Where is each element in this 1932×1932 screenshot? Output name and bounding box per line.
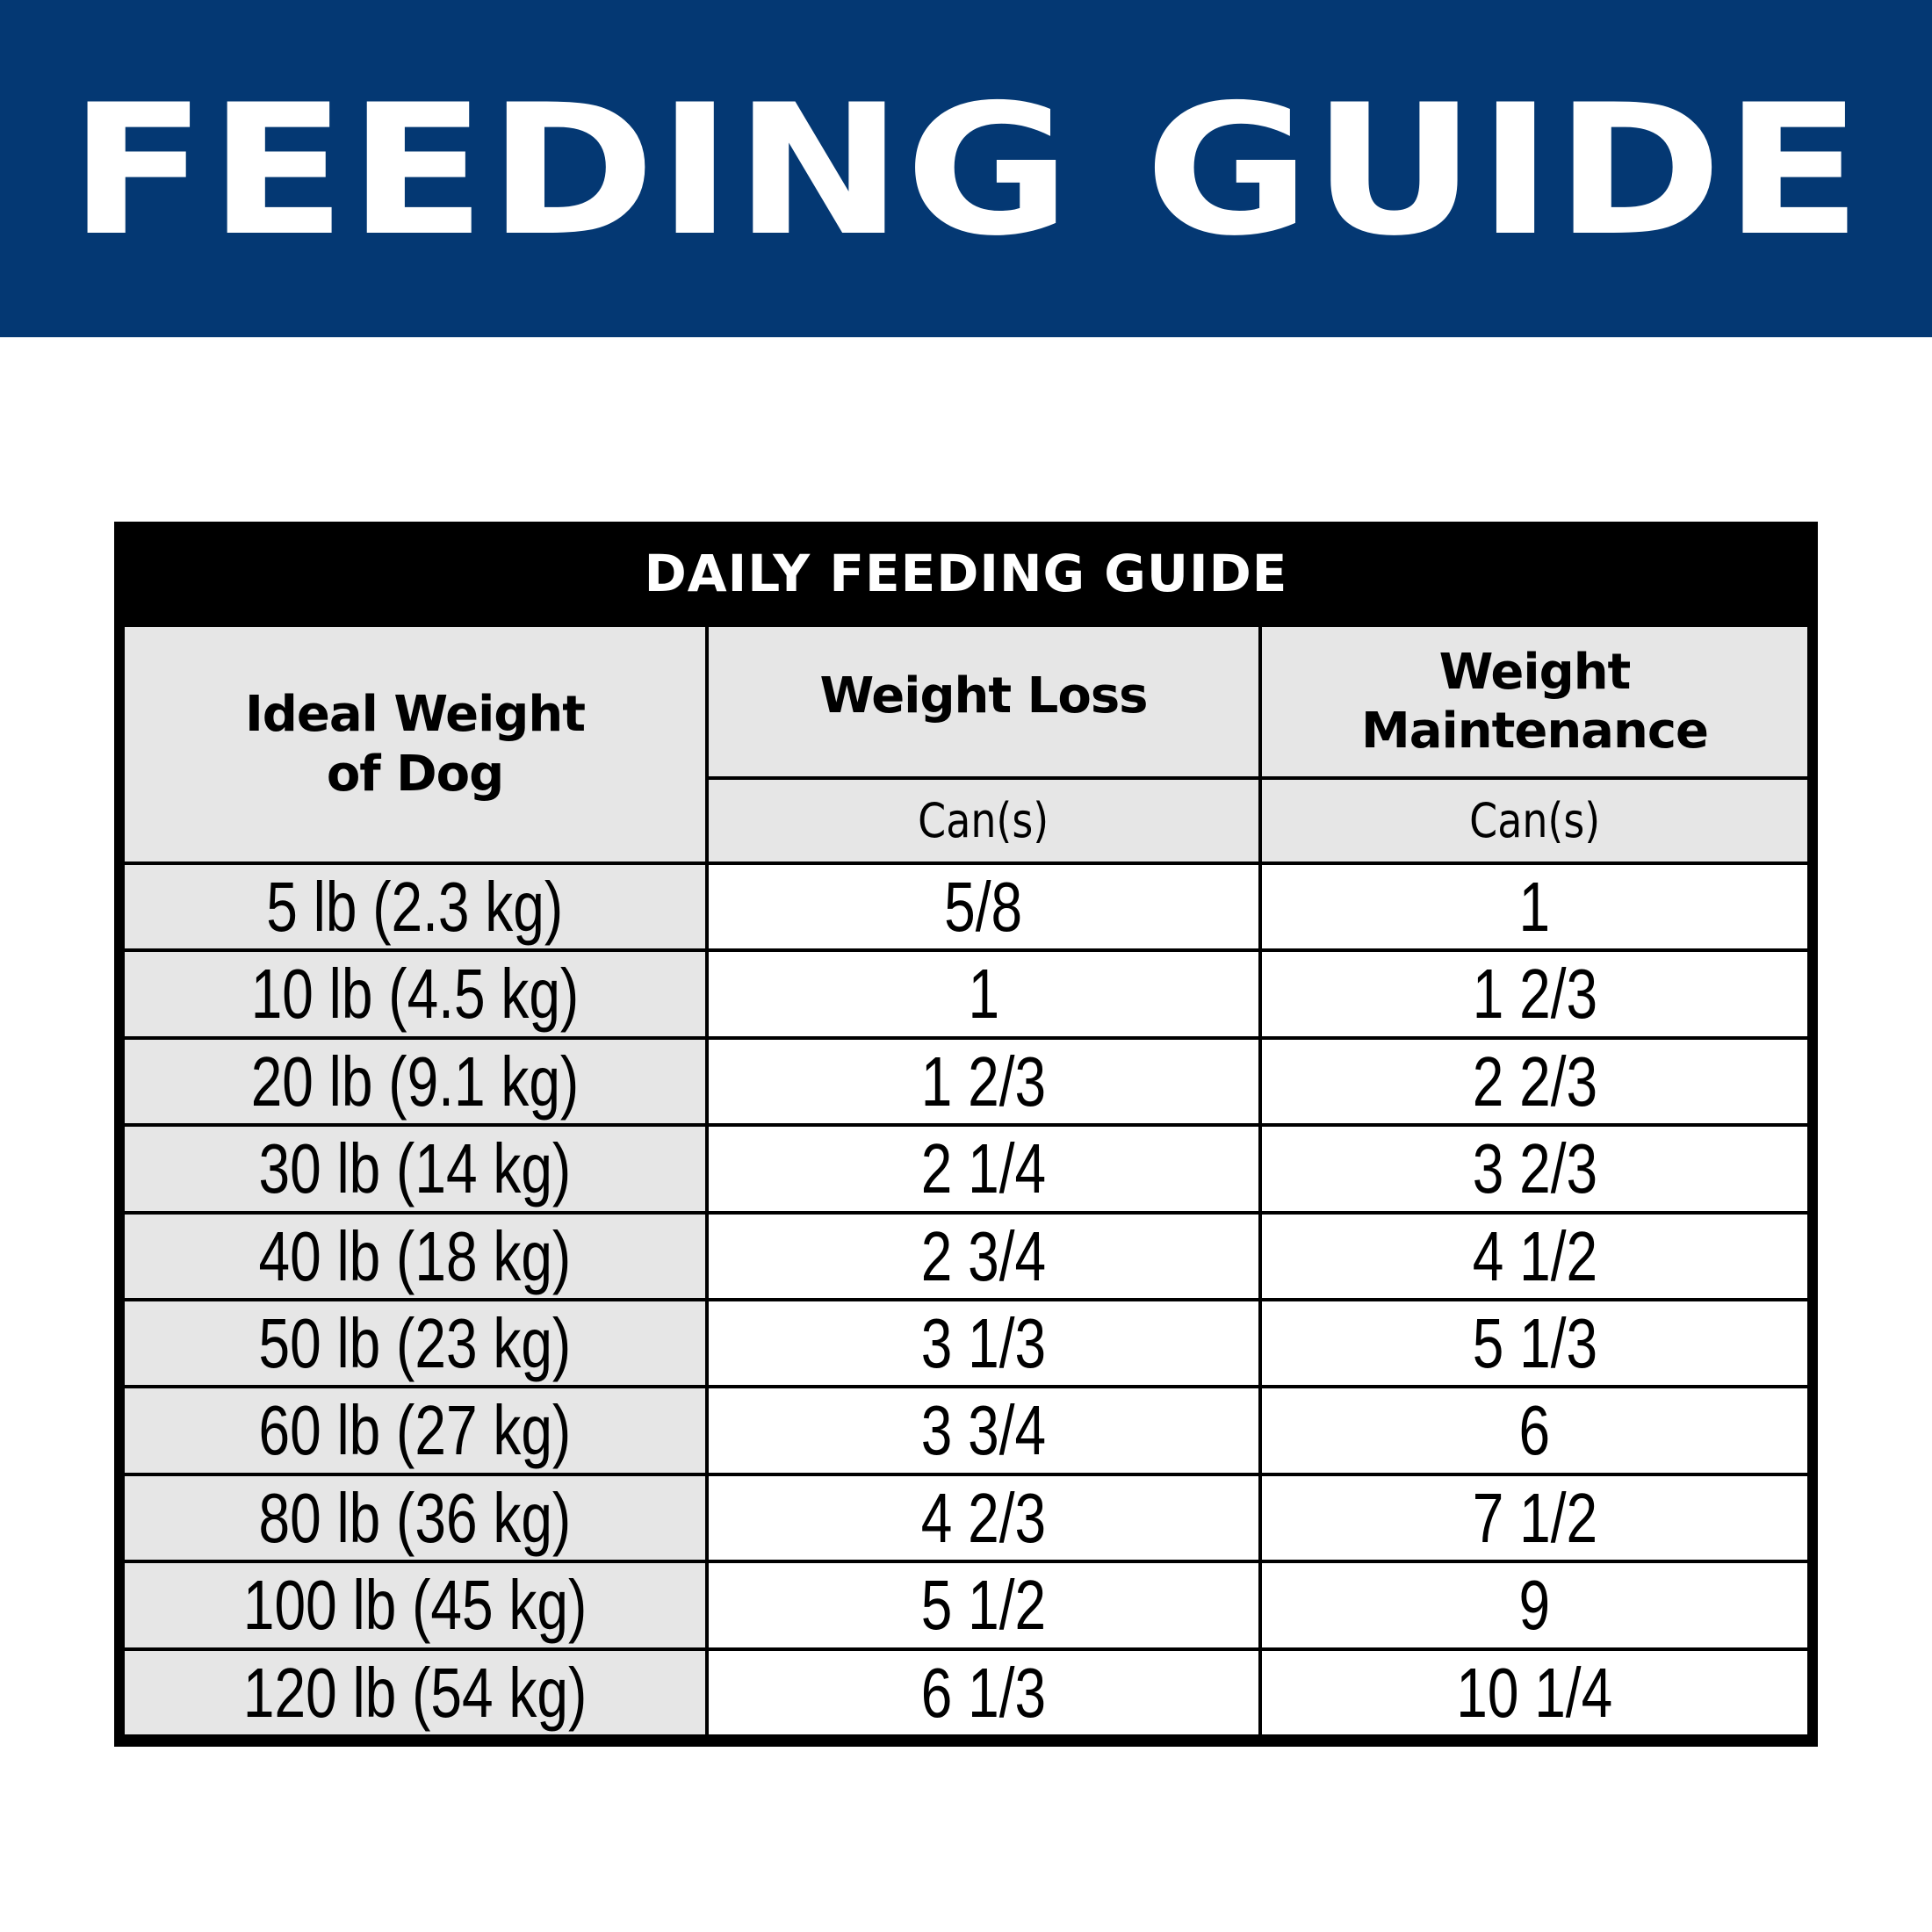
weight-cell-value: 40 lb (18 kg) bbox=[258, 1216, 572, 1295]
weight-cell-value: 60 lb (27 kg) bbox=[258, 1391, 572, 1469]
weight-loss-cell-value: 5/8 bbox=[944, 867, 1023, 946]
weight-loss-cell-value: 2 1/4 bbox=[920, 1129, 1047, 1208]
daily-feeding-table: DAILY FEEDING GUIDE Ideal Weight of Dog … bbox=[114, 522, 1818, 1747]
weight-loss-cell-value: 3 1/3 bbox=[920, 1303, 1047, 1382]
weight-cell-value: 50 lb (23 kg) bbox=[258, 1303, 572, 1382]
weight-cell-value: 30 lb (14 kg) bbox=[258, 1129, 572, 1208]
weight-loss-cell-value: 1 2/3 bbox=[920, 1042, 1047, 1121]
weight-cell-value: 100 lb (45 kg) bbox=[242, 1566, 588, 1644]
weight-maintenance-cell: 7 1/2 bbox=[1262, 1476, 1807, 1560]
weight-cell: 10 lb (4.5 kg) bbox=[125, 952, 705, 1036]
weight-maintenance-cell: 4 1/2 bbox=[1262, 1215, 1807, 1298]
weight-maintenance-cell: 9 bbox=[1262, 1563, 1807, 1647]
weight-maintenance-cell-value: 7 1/2 bbox=[1472, 1478, 1597, 1557]
weight-cell-value: 80 lb (36 kg) bbox=[258, 1478, 572, 1557]
weight-maintenance-cell-value: 9 bbox=[1518, 1566, 1551, 1644]
weight-loss-cell-value: 1 bbox=[968, 955, 999, 1033]
header-ideal-weight-line1: Ideal Weight bbox=[244, 686, 586, 744]
weight-loss-cell: 2 1/4 bbox=[709, 1127, 1258, 1211]
weight-maintenance-cell: 2 2/3 bbox=[1262, 1040, 1807, 1123]
weight-maintenance-cell-value: 6 bbox=[1518, 1391, 1551, 1469]
weight-loss-cell-value: 3 3/4 bbox=[920, 1391, 1047, 1469]
weight-loss-cell: 3 1/3 bbox=[709, 1301, 1258, 1385]
weight-maintenance-cell: 1 2/3 bbox=[1262, 952, 1807, 1036]
weight-cell: 5 lb (2.3 kg) bbox=[125, 865, 705, 948]
header-maintenance-unit: Can(s) bbox=[1262, 780, 1807, 861]
weight-maintenance-cell-value: 1 bbox=[1518, 867, 1551, 946]
weight-maintenance-cell: 10 1/4 bbox=[1262, 1651, 1807, 1734]
weight-cell: 120 lb (54 kg) bbox=[125, 1651, 705, 1734]
header-weight-maintenance: Weight Maintenance bbox=[1262, 627, 1807, 776]
header-ideal-weight-line2: of Dog bbox=[326, 745, 504, 803]
weight-cell: 80 lb (36 kg) bbox=[125, 1476, 705, 1560]
table-title: DAILY FEEDING GUIDE bbox=[644, 544, 1288, 603]
header-weight-maintenance-line2: Maintenance bbox=[1360, 703, 1709, 760]
weight-cell: 50 lb (23 kg) bbox=[125, 1301, 705, 1385]
weight-loss-cell: 5/8 bbox=[709, 865, 1258, 948]
weight-maintenance-cell-value: 3 2/3 bbox=[1472, 1129, 1597, 1208]
weight-loss-cell: 4 2/3 bbox=[709, 1476, 1258, 1560]
loss-unit-label: Can(s) bbox=[918, 793, 1049, 848]
weight-cell-value: 20 lb (9.1 kg) bbox=[250, 1042, 580, 1121]
weight-maintenance-cell: 5 1/3 bbox=[1262, 1301, 1807, 1385]
maintenance-unit-label: Can(s) bbox=[1468, 793, 1600, 848]
weight-cell: 60 lb (27 kg) bbox=[125, 1388, 705, 1473]
header-weight-loss: Weight Loss bbox=[709, 627, 1258, 776]
weight-maintenance-cell-value: 10 1/4 bbox=[1456, 1653, 1613, 1732]
weight-loss-cell: 6 1/3 bbox=[709, 1651, 1258, 1734]
weight-loss-cell: 1 bbox=[709, 952, 1258, 1036]
weight-cell-value: 120 lb (54 kg) bbox=[242, 1653, 588, 1732]
weight-maintenance-cell-value: 2 2/3 bbox=[1472, 1042, 1597, 1121]
weight-cell: 100 lb (45 kg) bbox=[125, 1563, 705, 1647]
weight-loss-cell: 5 1/2 bbox=[709, 1563, 1258, 1647]
header-ideal-weight: Ideal Weight of Dog bbox=[125, 627, 705, 861]
weight-maintenance-cell: 3 2/3 bbox=[1262, 1127, 1807, 1211]
weight-cell-value: 5 lb (2.3 kg) bbox=[266, 867, 564, 946]
weight-loss-cell-value: 2 3/4 bbox=[920, 1216, 1047, 1295]
weight-cell: 40 lb (18 kg) bbox=[125, 1215, 705, 1298]
weight-loss-cell: 2 3/4 bbox=[709, 1215, 1258, 1298]
weight-loss-cell-value: 4 2/3 bbox=[920, 1478, 1047, 1557]
page-title: FEEDING GUIDE bbox=[68, 66, 1864, 276]
weight-maintenance-cell: 1 bbox=[1262, 865, 1807, 948]
weight-maintenance-cell-value: 4 1/2 bbox=[1472, 1216, 1597, 1295]
weight-cell: 20 lb (9.1 kg) bbox=[125, 1040, 705, 1123]
weight-loss-cell: 3 3/4 bbox=[709, 1388, 1258, 1473]
weight-loss-cell-value: 5 1/2 bbox=[920, 1566, 1047, 1644]
header-loss-unit: Can(s) bbox=[709, 780, 1258, 861]
weight-maintenance-cell: 6 bbox=[1262, 1388, 1807, 1473]
header-weight-maintenance-line1: Weight bbox=[1438, 643, 1632, 701]
weight-loss-cell: 1 2/3 bbox=[709, 1040, 1258, 1123]
weight-loss-cell-value: 6 1/3 bbox=[920, 1653, 1047, 1732]
feeding-guide-banner: FEEDING GUIDE bbox=[0, 0, 1932, 337]
weight-cell-value: 10 lb (4.5 kg) bbox=[250, 955, 580, 1033]
weight-maintenance-cell-value: 5 1/3 bbox=[1472, 1303, 1597, 1382]
weight-cell: 30 lb (14 kg) bbox=[125, 1127, 705, 1211]
header-weight-loss-label: Weight Loss bbox=[819, 667, 1149, 725]
weight-maintenance-cell-value: 1 2/3 bbox=[1472, 955, 1597, 1033]
